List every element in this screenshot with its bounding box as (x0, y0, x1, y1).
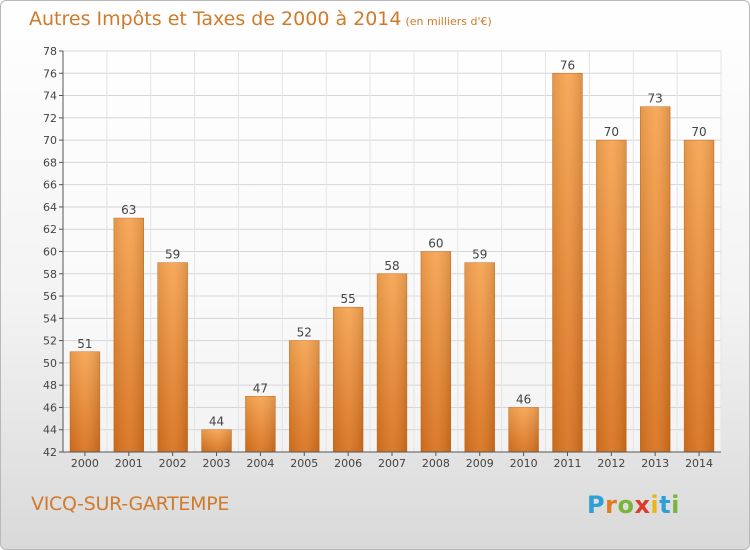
y-tick-label: 74 (43, 90, 57, 103)
value-label-2009: 59 (472, 248, 487, 262)
value-label-2003: 44 (209, 415, 224, 429)
value-label-2013: 73 (648, 92, 663, 106)
bar-shade-2010 (508, 407, 539, 452)
chart-title: Autres Impôts et Taxes de 2000 à 2014 (en… (29, 8, 492, 30)
value-label-2007: 58 (384, 259, 399, 273)
bar-shade-2004 (245, 396, 276, 452)
y-tick-label: 56 (43, 290, 57, 303)
bar-shade-2014 (684, 140, 714, 452)
value-label-2012: 70 (604, 125, 619, 139)
y-tick-label: 52 (43, 335, 57, 348)
y-tick-label: 44 (43, 424, 57, 437)
bar-shade-2001 (113, 218, 144, 452)
value-label-2006: 55 (340, 292, 355, 306)
y-tick-label: 46 (43, 401, 57, 414)
chart-title-text: Autres Impôts et Taxes de 2000 à 2014 (29, 8, 402, 30)
bar-chart: 51 63 59 44 47 52 55 58 60 59 46 76 70 73 70 42 44 46 48 5… (43, 45, 722, 470)
bar-shade-2000 (70, 351, 100, 452)
bar-shade-2005 (289, 340, 320, 452)
value-label-2004: 47 (253, 381, 268, 395)
bar-shade-2013 (640, 106, 671, 452)
y-tick-label: 68 (43, 156, 57, 169)
bar-shade-2009 (464, 262, 495, 452)
x-tick-label-2001: 2001 (115, 457, 143, 470)
bar-shade-2003 (201, 429, 232, 452)
logo-letter: x (634, 491, 651, 519)
x-tick-label-2012: 2012 (597, 457, 625, 470)
x-tick-label-2000: 2000 (71, 457, 99, 470)
logo-letter: t (659, 491, 672, 519)
logo-letter: r (605, 491, 618, 519)
y-tick-label: 78 (43, 45, 57, 58)
logo-letter: o (617, 491, 635, 519)
value-label-2001: 63 (121, 203, 136, 217)
x-tick-label-2006: 2006 (334, 457, 362, 470)
y-tick-label: 62 (43, 223, 57, 236)
x-tick-label-2002: 2002 (159, 457, 187, 470)
logo-letter: i (671, 491, 680, 519)
x-tick-label-2004: 2004 (246, 457, 274, 470)
x-tick-label-2009: 2009 (466, 457, 494, 470)
city-name: VICQ-SUR-GARTEMPE (31, 493, 230, 515)
y-tick-label: 66 (43, 179, 57, 192)
proxiti-logo: Proxiti (587, 491, 680, 519)
bar-shade-2011 (552, 73, 583, 453)
value-label-2014: 70 (691, 125, 706, 139)
logo-letter: P (587, 491, 606, 519)
x-tick-label-2008: 2008 (422, 457, 450, 470)
value-label-2010: 46 (516, 392, 531, 406)
x-tick-label-2010: 2010 (510, 457, 538, 470)
x-tick-label-2007: 2007 (378, 457, 406, 470)
bar-shade-2012 (596, 140, 627, 452)
y-tick-label: 50 (43, 357, 57, 370)
y-tick-label: 48 (43, 379, 57, 392)
y-tick-label: 60 (43, 246, 57, 259)
bar-shade-2006 (333, 307, 364, 452)
bar-shade-2007 (377, 273, 407, 452)
y-tick-label: 42 (43, 446, 57, 459)
y-tick-label: 58 (43, 268, 57, 281)
value-label-2002: 59 (165, 248, 180, 262)
bar-shade-2008 (420, 251, 451, 452)
value-label-2008: 60 (428, 237, 443, 251)
chart-subtitle: (en milliers d'€) (405, 15, 492, 28)
value-label-2000: 51 (77, 337, 92, 351)
y-tick-label: 70 (43, 134, 57, 147)
x-tick-label-2011: 2011 (553, 457, 581, 470)
x-tick-label-2013: 2013 (641, 457, 669, 470)
bar-shade-2002 (157, 262, 188, 452)
y-tick-label: 64 (43, 201, 57, 214)
x-tick-label-2014: 2014 (685, 457, 713, 470)
y-tick-label: 72 (43, 112, 57, 125)
x-tick-label-2005: 2005 (290, 457, 318, 470)
y-tick-label: 54 (43, 312, 57, 325)
x-tick-label-2003: 2003 (203, 457, 231, 470)
value-label-2005: 52 (297, 326, 312, 340)
logo-letter: i (650, 491, 660, 519)
y-tick-label: 76 (43, 67, 57, 80)
value-label-2011: 76 (560, 58, 575, 72)
